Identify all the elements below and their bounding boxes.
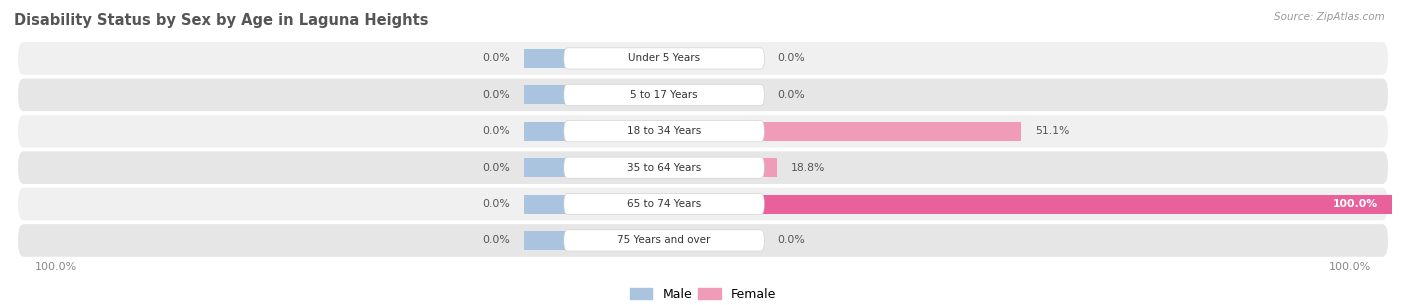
Text: 0.0%: 0.0% <box>482 53 510 63</box>
FancyBboxPatch shape <box>18 42 1388 75</box>
Text: 75 Years and over: 75 Years and over <box>617 235 711 246</box>
FancyBboxPatch shape <box>18 78 1388 111</box>
Legend: Male, Female: Male, Female <box>624 283 782 305</box>
Text: 18.8%: 18.8% <box>790 163 825 173</box>
Text: Under 5 Years: Under 5 Years <box>628 53 700 63</box>
Text: 0.0%: 0.0% <box>482 163 510 173</box>
FancyBboxPatch shape <box>564 48 765 69</box>
FancyBboxPatch shape <box>564 121 765 142</box>
Text: 0.0%: 0.0% <box>778 53 806 63</box>
Text: 5 to 17 Years: 5 to 17 Years <box>630 90 697 100</box>
FancyBboxPatch shape <box>18 188 1388 221</box>
Text: 0.0%: 0.0% <box>482 126 510 136</box>
FancyBboxPatch shape <box>564 84 765 106</box>
Text: 100.0%: 100.0% <box>1329 262 1371 271</box>
Bar <box>524 85 634 104</box>
Bar <box>524 158 634 177</box>
Bar <box>524 195 634 214</box>
Text: 35 to 64 Years: 35 to 64 Years <box>627 163 702 173</box>
Text: 100.0%: 100.0% <box>1333 199 1378 209</box>
Text: 0.0%: 0.0% <box>482 199 510 209</box>
FancyBboxPatch shape <box>18 151 1388 184</box>
Bar <box>634 122 1021 141</box>
Text: 0.0%: 0.0% <box>482 235 510 246</box>
FancyBboxPatch shape <box>18 224 1388 257</box>
Bar <box>524 122 634 141</box>
Text: 0.0%: 0.0% <box>778 235 806 246</box>
FancyBboxPatch shape <box>18 115 1388 148</box>
Text: 51.1%: 51.1% <box>1035 126 1070 136</box>
Bar <box>634 195 1392 214</box>
Text: 65 to 74 Years: 65 to 74 Years <box>627 199 702 209</box>
Bar <box>524 49 634 68</box>
Bar <box>634 158 776 177</box>
Bar <box>524 231 634 250</box>
Text: 18 to 34 Years: 18 to 34 Years <box>627 126 702 136</box>
Text: 100.0%: 100.0% <box>35 262 77 271</box>
Text: Disability Status by Sex by Age in Laguna Heights: Disability Status by Sex by Age in Lagun… <box>14 13 429 28</box>
Text: 0.0%: 0.0% <box>482 90 510 100</box>
Text: 0.0%: 0.0% <box>778 90 806 100</box>
FancyBboxPatch shape <box>564 157 765 178</box>
Text: Source: ZipAtlas.com: Source: ZipAtlas.com <box>1274 12 1385 22</box>
FancyBboxPatch shape <box>564 193 765 215</box>
FancyBboxPatch shape <box>564 230 765 251</box>
